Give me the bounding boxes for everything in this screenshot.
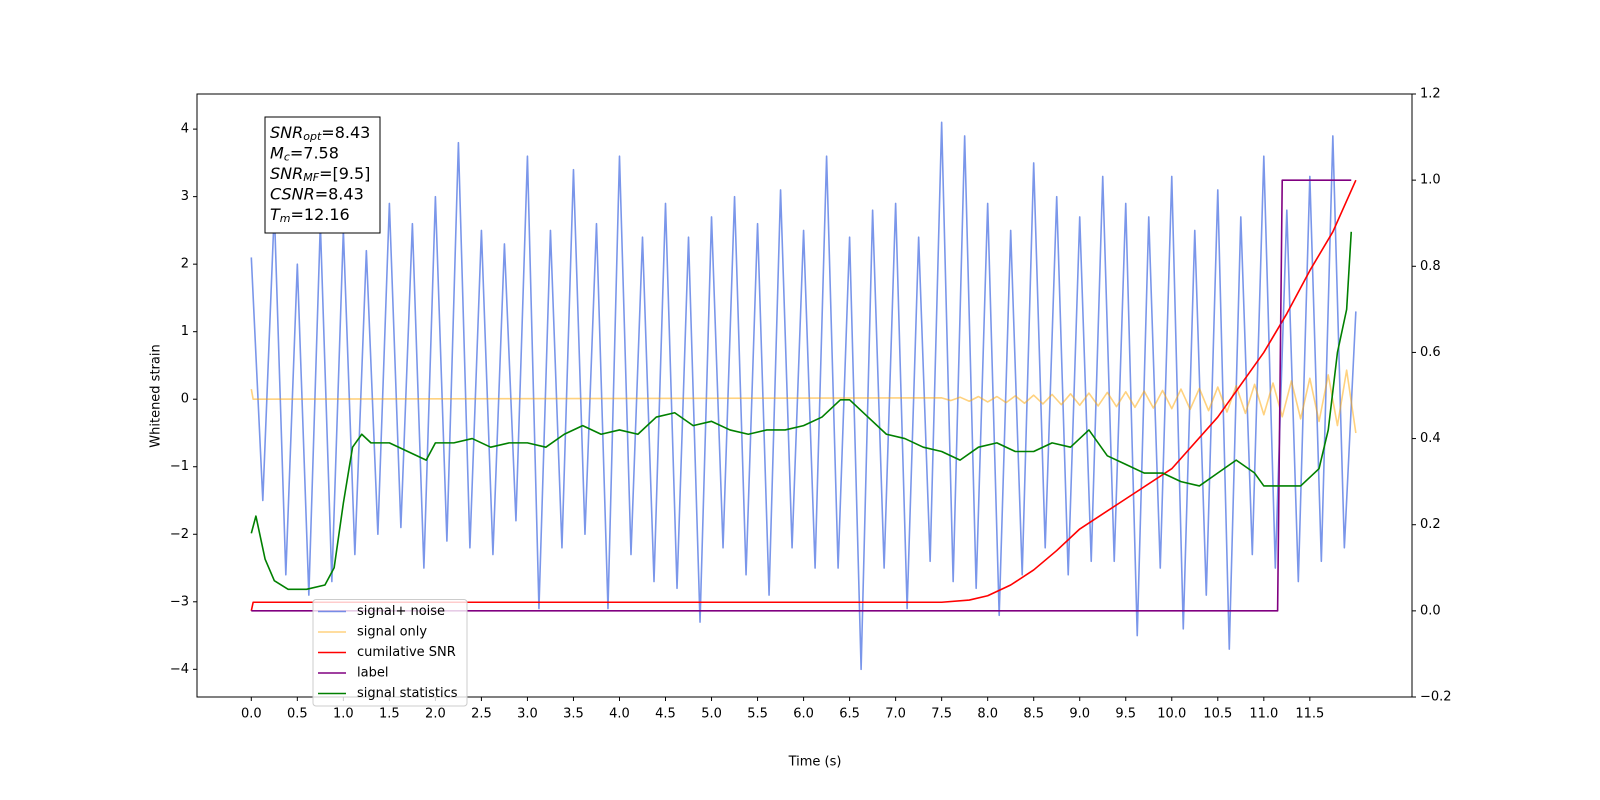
- y-tick-label: 1: [181, 324, 189, 339]
- annotation-subscript: c: [284, 151, 290, 164]
- x-tick-label: 10.5: [1203, 707, 1232, 722]
- annotation-symbol: T: [270, 205, 281, 224]
- annotation-line: Tm=12.16: [270, 205, 350, 226]
- x-tick-label: 11.0: [1249, 707, 1278, 722]
- y2-tick-label: 0.8: [1420, 259, 1441, 274]
- legend: signal+ noise signal only cumilative SNR la…: [312, 599, 468, 707]
- x-tick-label: 4.5: [655, 707, 676, 722]
- y2-tick-label: 1.2: [1420, 87, 1441, 102]
- annotation-line: Mc=7.58: [270, 143, 339, 164]
- y2-tick-label: 0.0: [1420, 603, 1441, 618]
- y2-tick-label: 1.0: [1420, 173, 1441, 188]
- annotation-line: SNRMF=[9.5]: [270, 164, 370, 185]
- annotation-subscript: MF: [303, 171, 319, 184]
- annotation-line: CSNR=8.43: [270, 184, 364, 203]
- y-tick-label: −2: [170, 527, 189, 542]
- series-line: [250, 231, 1353, 591]
- y-tick-label: 3: [181, 189, 189, 204]
- legend-label: label: [357, 666, 388, 681]
- x-tick-label: 4.0: [609, 707, 630, 722]
- annotation-symbol: CSNR: [270, 184, 315, 203]
- y2-tick-label: 0.6: [1420, 345, 1441, 360]
- y-tick-label: 2: [181, 257, 189, 272]
- y-axis-label: Whitened strain: [149, 344, 164, 447]
- annotation-value: =8.43: [315, 184, 364, 203]
- x-tick-label: 8.0: [977, 707, 998, 722]
- series-line: [250, 369, 1357, 434]
- x-tick-label: 1.0: [333, 707, 354, 722]
- series-line: [250, 121, 1357, 671]
- x-tick-label: 7.5: [931, 707, 952, 722]
- x-tick-label: 6.5: [839, 707, 860, 722]
- annotation-value: =[9.5]: [319, 164, 370, 183]
- annotation-symbol: M: [270, 143, 284, 162]
- annotation: SNRopt=8.43Mc=7.58SNRMF=[9.5]CSNR=8.43Tm…: [264, 116, 381, 234]
- annotation-value: =8.43: [321, 123, 370, 142]
- annotation-symbol: SNR: [270, 164, 303, 183]
- y2-tick-label: 0.2: [1420, 517, 1441, 532]
- x-tick-label: 5.5: [747, 707, 768, 722]
- y-tick-label: 0: [181, 392, 189, 407]
- series-line: [250, 179, 1357, 612]
- annotation-line: SNRopt=8.43: [270, 123, 370, 144]
- x-tick-label: 6.0: [793, 707, 814, 722]
- x-tick-label: 0.0: [241, 707, 262, 722]
- x-tick-label: 9.0: [1069, 707, 1090, 722]
- x-tick-label: 3.0: [517, 707, 538, 722]
- x-tick-label: 2.5: [471, 707, 492, 722]
- x-tick-label: 1.5: [379, 707, 400, 722]
- x-tick-label: 2.0: [425, 707, 446, 722]
- y2-tick-label: 0.4: [1420, 431, 1441, 446]
- annotation-symbol: SNR: [270, 123, 303, 142]
- x-tick-label: 5.0: [701, 707, 722, 722]
- annotation-subscript: opt: [303, 130, 322, 143]
- plot-frame: [196, 93, 1413, 698]
- annotation-box: [264, 116, 381, 234]
- y-tick-label: 4: [181, 122, 189, 137]
- x-tick-label: 10.0: [1157, 707, 1186, 722]
- annotation-subscript: m: [280, 212, 291, 225]
- x-tick-label: 11.5: [1295, 707, 1324, 722]
- x-tick-label: 0.5: [287, 707, 308, 722]
- annotation-value: =7.58: [290, 143, 339, 162]
- y2-tick-label: −0.2: [1420, 690, 1452, 705]
- x-axis-label: Time (s): [788, 755, 842, 770]
- annotation-value: =12.16: [291, 205, 350, 224]
- x-tick-label: 8.5: [1023, 707, 1044, 722]
- legend-label: signal only: [357, 625, 427, 640]
- legend-label: cumilative SNR: [357, 645, 456, 660]
- legend-label: signal statistics: [357, 686, 458, 701]
- series-line: [251, 179, 1352, 612]
- x-tick-label: 7.0: [885, 707, 906, 722]
- y-tick-label: −3: [170, 594, 189, 609]
- legend-label: signal+ noise: [357, 604, 445, 619]
- y-tick-label: −1: [170, 459, 189, 474]
- legend-box: [312, 599, 468, 707]
- x-tick-label: 3.5: [563, 707, 584, 722]
- x-tick-label: 9.5: [1115, 707, 1136, 722]
- y-tick-label: −4: [170, 662, 189, 677]
